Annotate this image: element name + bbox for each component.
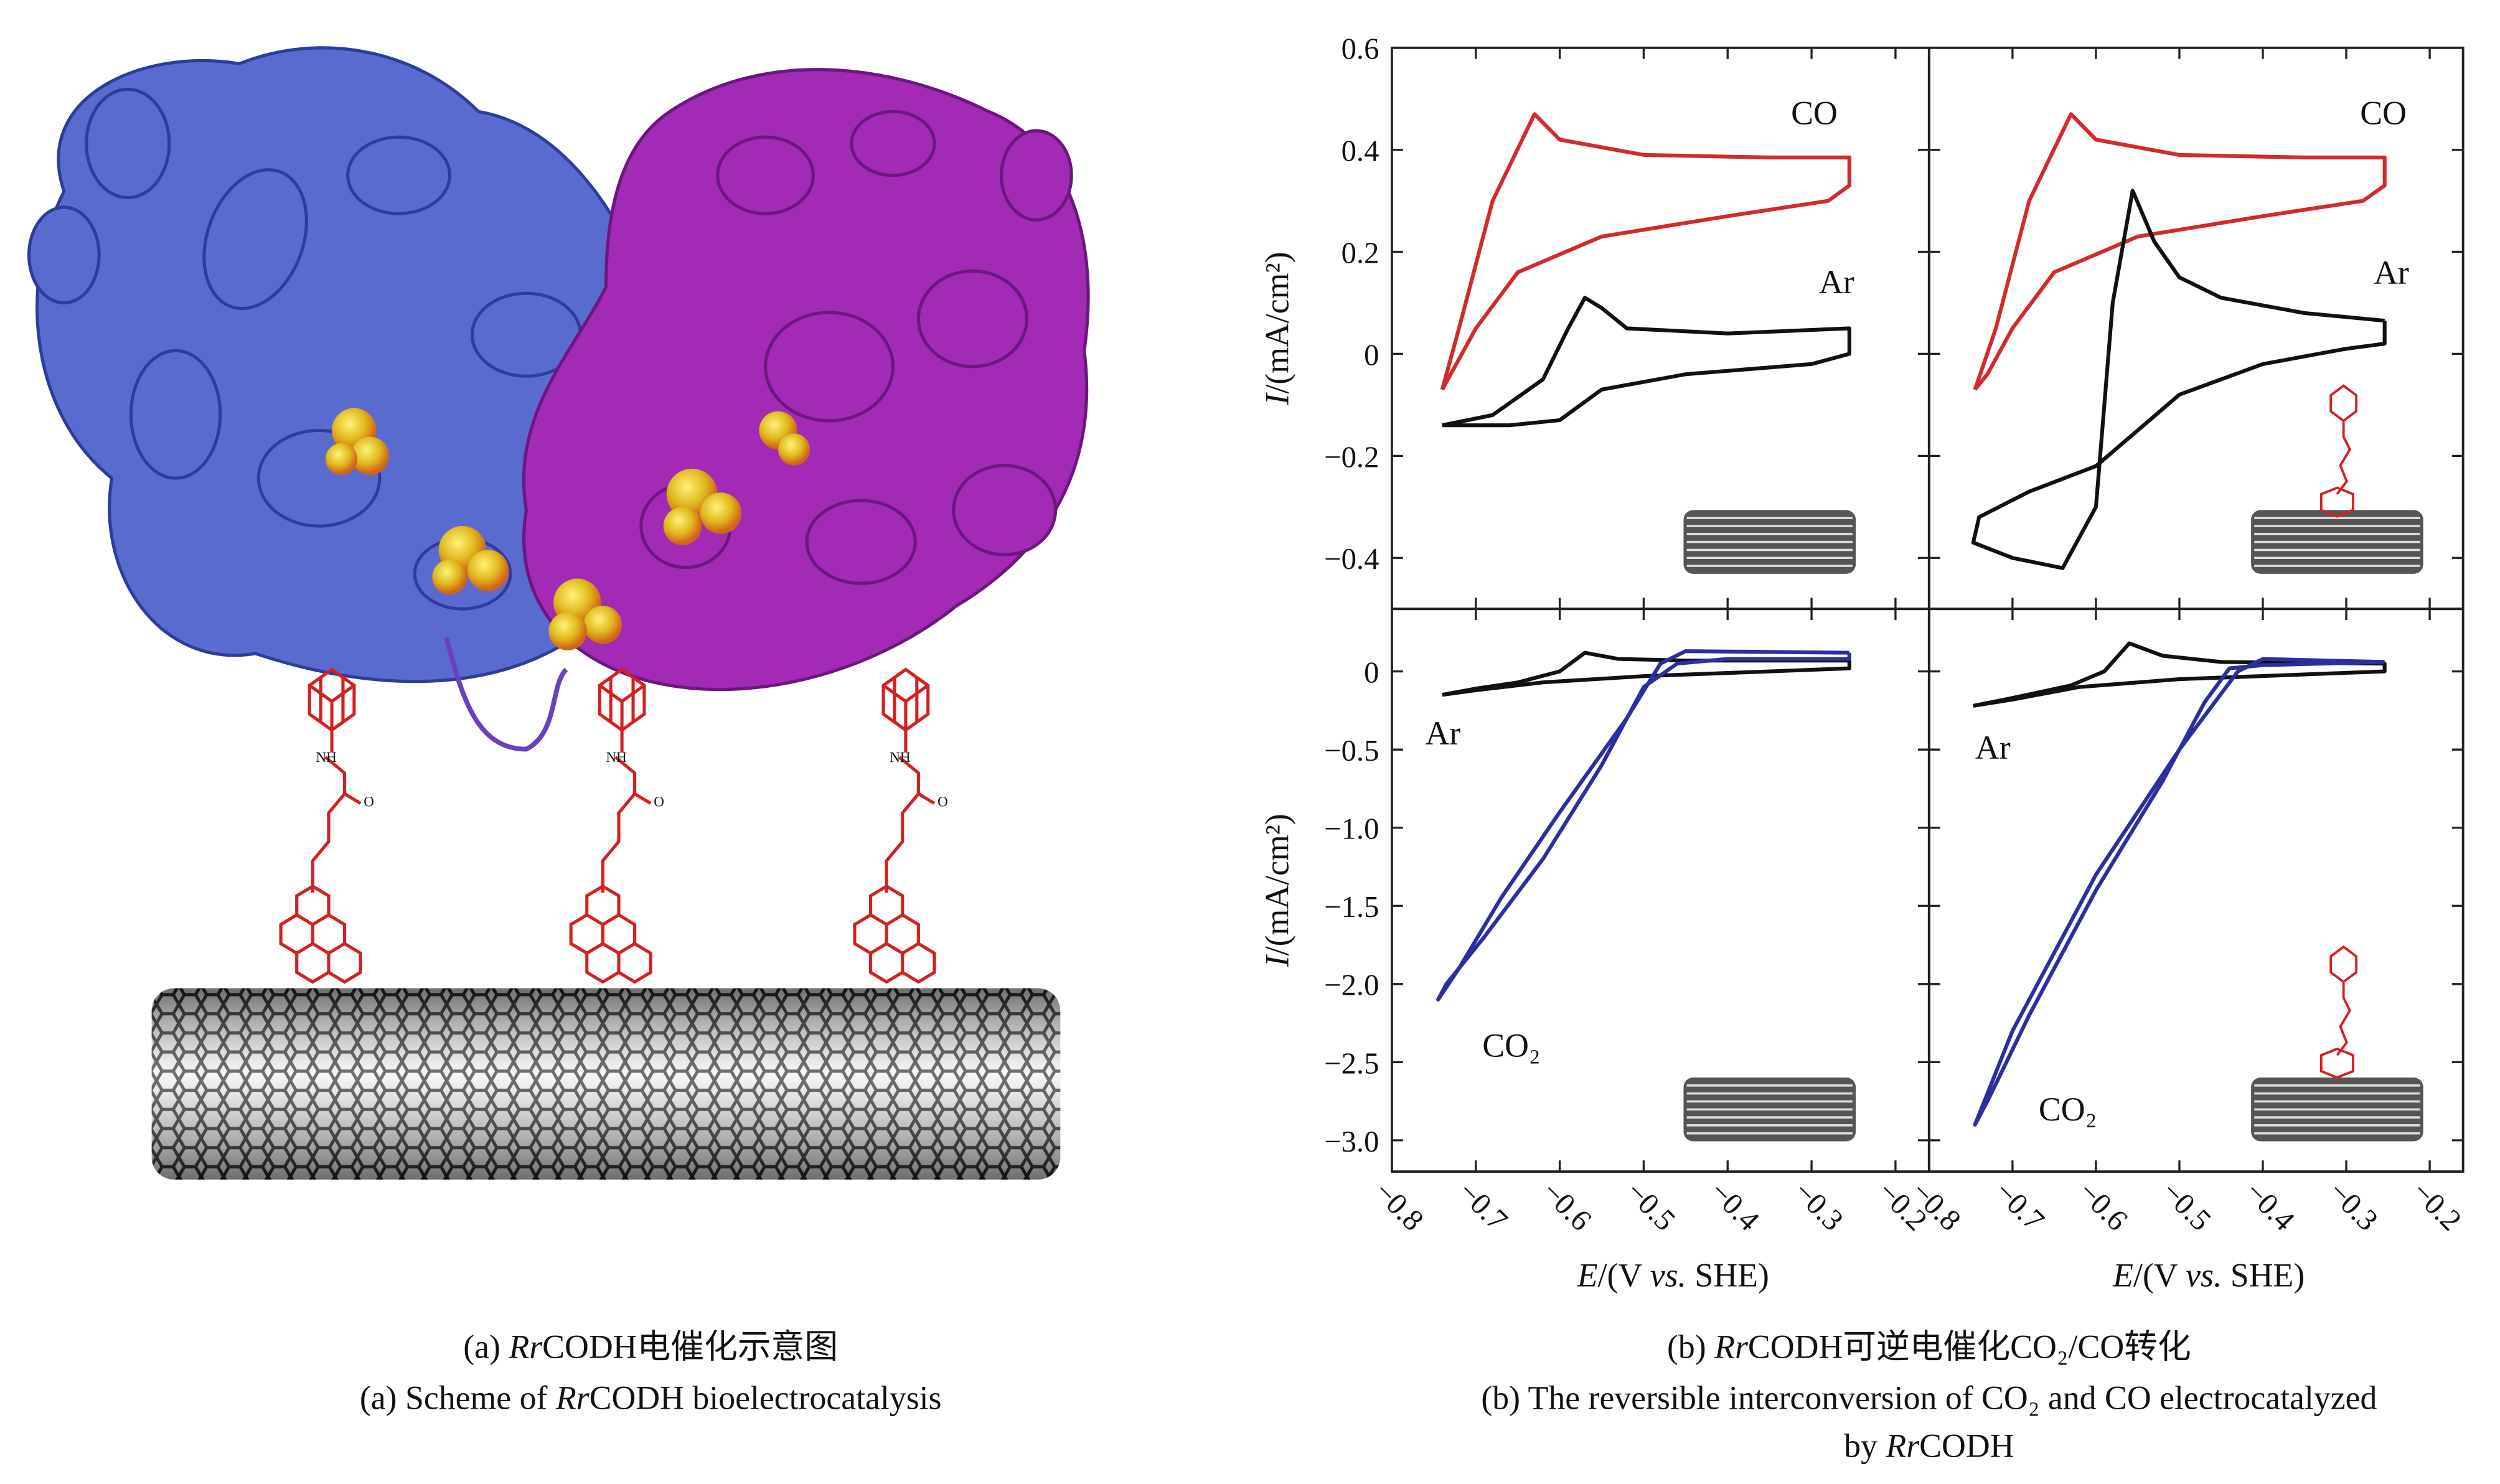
caption-b-en2: by RrCODH: [1844, 1427, 2014, 1464]
x-tick-label: −0.6: [2072, 1175, 2135, 1237]
x-tick-label: −0.7: [1452, 1175, 1515, 1237]
caption-b-cn: (b) RrCODH可逆电催化CO₂/CO转化: [1667, 1328, 2191, 1366]
y-tick-label: −0.2: [1324, 440, 1379, 474]
carbon-nanotube: [151, 988, 1061, 1180]
x-axis-label: E/(V vs. SHE): [1577, 1256, 1769, 1294]
series-label: CO: [2360, 95, 2407, 132]
x-tick-label: −0.3: [1787, 1175, 1850, 1237]
protein-purple: [522, 68, 1090, 692]
cv-curve: [1971, 189, 2387, 570]
captions: (a) RrCODH电催化示意图 (a) Scheme of RrCODH bi…: [360, 1328, 2377, 1465]
caption-part: CODH: [1919, 1427, 2014, 1464]
cv-curve: [1973, 112, 2387, 391]
y-tick-label: 0.6: [1342, 32, 1379, 66]
caption-part: Rr: [1885, 1427, 1920, 1464]
caption-part: CODH可逆电催化CO₂/CO转化: [1748, 1328, 2191, 1366]
y-tick-label: 0.4: [1342, 134, 1379, 168]
cv-curve: [1973, 641, 2387, 708]
series-label: Ar: [2374, 254, 2409, 291]
caption-part: CODH电催化示意图: [542, 1328, 838, 1366]
y-axis-label: I/(mA/cm²): [1258, 251, 1295, 405]
panel-insets: [1682, 384, 2425, 1143]
axis-label-part: /(mA/cm²): [1258, 251, 1295, 393]
y-tick-label: 0: [1364, 656, 1379, 690]
axis-label-part: SHE): [2222, 1256, 2305, 1294]
cv-curve: [1442, 296, 1851, 428]
axis-label-part: /(mA/cm²): [1258, 814, 1295, 956]
linker-molecules: [281, 669, 948, 982]
cv-panel: −0.8 −0.7 −0.6 −0.5 −0.4 −0.3 −0.2−3.0−2.5−2.0…: [1258, 608, 1934, 1294]
cv-panel: −0.8 −0.7 −0.6 −0.5 −0.4 −0.3 −0.2E/(V vs. SHE…: [1905, 608, 2468, 1294]
series-label: Ar: [1819, 263, 1854, 301]
axis-label-part: I: [1258, 393, 1295, 406]
y-axis-label: I/(mA/cm²): [1258, 814, 1295, 967]
cv-curve: [1436, 649, 1851, 1002]
caption-b-en: (b) The reversible interconversion of CO…: [1481, 1379, 2377, 1417]
axis-label-part: E: [2112, 1256, 2133, 1294]
axis-label-part: /(V: [2133, 1256, 2186, 1294]
cv-panel: −0.4 −0.2 0 0.2 0.4 0.6 I/(mA/cm²) CO Ar: [1258, 32, 1930, 611]
caption-part: Rr: [555, 1379, 590, 1417]
caption-part: (b): [1667, 1328, 1714, 1366]
axis-label-part: I: [1258, 954, 1295, 967]
x-tick-label: −0.2: [2405, 1175, 2468, 1237]
y-tick-label: −3.0: [1324, 1125, 1379, 1158]
y-tick-label: −2.0: [1324, 969, 1379, 1002]
x-tick-label: −0.5: [1619, 1175, 1682, 1237]
caption-part: (a): [463, 1328, 509, 1366]
axis-label-part: vs.: [1650, 1256, 1686, 1294]
series-label: Ar: [1425, 715, 1460, 752]
caption-part: Rr: [1714, 1328, 1749, 1366]
y-tick-label: 0: [1364, 338, 1379, 372]
series-label: CO₂: [2039, 1091, 2097, 1128]
axis-label-part: E: [1577, 1256, 1598, 1294]
series-label: Ar: [1975, 729, 2011, 766]
cv-curve: [1973, 657, 2385, 1127]
axis-label-part: vs.: [2186, 1256, 2222, 1294]
y-tick-label: 0.2: [1342, 237, 1379, 270]
cv-curve: [1442, 650, 1851, 697]
y-tick-label: −2.5: [1324, 1046, 1379, 1080]
x-tick-label: −0.4: [2239, 1175, 2301, 1237]
x-tick-label: −0.3: [2322, 1175, 2385, 1237]
metal-clusters: [325, 408, 811, 650]
y-tick-label: −0.4: [1324, 542, 1379, 576]
x-axis-label: E/(V vs. SHE): [2112, 1256, 2305, 1294]
cv-curve: [1440, 112, 1851, 391]
caption-part: by: [1844, 1427, 1886, 1464]
x-tick-label: −0.8: [1368, 1175, 1431, 1237]
y-tick-label: −0.5: [1324, 734, 1379, 768]
caption-a-en: (a) Scheme of RrCODH bioelectrocatalysis: [360, 1379, 942, 1417]
caption-part: (a) Scheme of: [360, 1379, 556, 1417]
caption-part: CODH bioelectrocatalysis: [590, 1379, 942, 1417]
x-tick-label: −0.6: [1536, 1175, 1599, 1237]
series-label: CO: [1791, 95, 1838, 132]
caption-part: (b) The reversible interconversion of CO…: [1481, 1379, 2377, 1417]
x-tick-label: −0.4: [1703, 1175, 1766, 1237]
axis-label-part: SHE): [1686, 1256, 1769, 1294]
caption-a-cn: (a) RrCODH电催化示意图: [463, 1328, 838, 1366]
series-label: CO₂: [1482, 1027, 1540, 1064]
y-tick-label: −1.5: [1324, 890, 1379, 924]
caption-part: Rr: [508, 1328, 543, 1366]
axis-label-part: /(V: [1598, 1256, 1650, 1294]
x-tick-label: −0.5: [2155, 1175, 2218, 1237]
x-tick-label: −0.7: [1988, 1175, 2051, 1237]
y-tick-label: −1.0: [1324, 812, 1379, 846]
panel-frame: [1927, 608, 2465, 1173]
scheme-illustration: [27, 46, 1090, 1180]
